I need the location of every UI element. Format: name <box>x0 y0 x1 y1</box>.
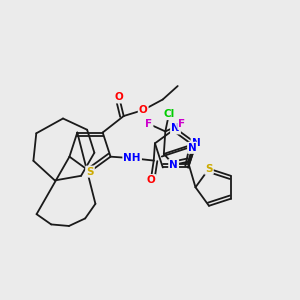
Text: O: O <box>146 175 155 185</box>
Text: F: F <box>178 119 185 129</box>
Text: N: N <box>188 143 197 153</box>
Text: NH: NH <box>123 153 141 163</box>
Text: N: N <box>192 138 200 148</box>
Text: O: O <box>115 92 124 102</box>
Text: N: N <box>171 123 180 134</box>
Text: F: F <box>145 119 152 129</box>
Text: O: O <box>139 105 148 115</box>
Text: S: S <box>205 164 213 174</box>
Text: N: N <box>169 160 178 170</box>
Text: Cl: Cl <box>163 109 175 119</box>
Text: S: S <box>86 167 94 177</box>
